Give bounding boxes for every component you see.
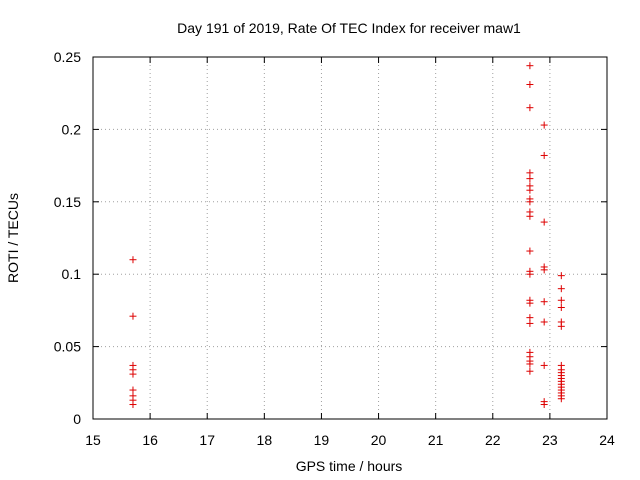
- x-tick-label: 16: [142, 432, 158, 448]
- y-tick-label: 0.05: [54, 339, 81, 355]
- data-point: [526, 81, 534, 89]
- data-point: [526, 175, 534, 183]
- data-point: [526, 270, 534, 278]
- data-point: [540, 121, 548, 129]
- x-tick-label: 24: [599, 432, 615, 448]
- y-tick-labels: 0 0.05 0.1 0.15 0.2 0.25: [54, 49, 81, 427]
- data-point: [526, 319, 534, 327]
- data-point: [540, 151, 548, 159]
- x-axis-title: GPS time / hours: [296, 458, 403, 474]
- x-tick-label: 19: [314, 432, 330, 448]
- data-point: [129, 256, 137, 264]
- chart-title: Day 191 of 2019, Rate Of TEC Index for r…: [177, 20, 521, 36]
- data-points: [129, 62, 565, 409]
- y-tick-label: 0.25: [54, 49, 81, 65]
- x-tick-label: 23: [542, 432, 558, 448]
- data-point: [526, 104, 534, 112]
- data-point: [540, 318, 548, 326]
- data-point: [526, 299, 534, 307]
- data-point: [526, 360, 534, 368]
- y-axis-title: ROTI / TECUs: [5, 193, 21, 283]
- data-point: [526, 212, 534, 220]
- y-tick-label: 0: [73, 411, 81, 427]
- data-point: [557, 285, 565, 293]
- data-point: [540, 298, 548, 306]
- y-tick-label: 0.15: [54, 194, 81, 210]
- axis-ticks: [92, 56, 608, 420]
- data-point: [526, 62, 534, 70]
- y-tick-label: 0.2: [62, 121, 82, 137]
- data-point: [540, 266, 548, 274]
- x-tick-label: 15: [85, 432, 101, 448]
- data-point: [540, 218, 548, 226]
- data-point: [540, 401, 548, 409]
- data-point: [540, 361, 548, 369]
- grid-lines: [93, 57, 607, 419]
- data-point: [526, 186, 534, 194]
- data-point: [557, 296, 565, 304]
- data-point: [557, 322, 565, 330]
- x-tick-label: 18: [257, 432, 273, 448]
- data-point: [557, 272, 565, 280]
- data-point: [129, 370, 137, 378]
- x-tick-label: 22: [485, 432, 501, 448]
- data-point: [526, 247, 534, 255]
- data-point: [526, 198, 534, 206]
- x-tick-label: 20: [371, 432, 387, 448]
- x-tick-labels: 15 16 17 18 19 20 21 22 23 24: [85, 432, 615, 448]
- x-tick-label: 21: [428, 432, 444, 448]
- data-point: [129, 312, 137, 320]
- data-point: [526, 367, 534, 375]
- plot-frame: [92, 56, 608, 420]
- data-point: [557, 304, 565, 312]
- x-tick-label: 17: [199, 432, 215, 448]
- data-point: [557, 395, 565, 403]
- y-tick-label: 0.1: [62, 266, 82, 282]
- data-point: [129, 401, 137, 409]
